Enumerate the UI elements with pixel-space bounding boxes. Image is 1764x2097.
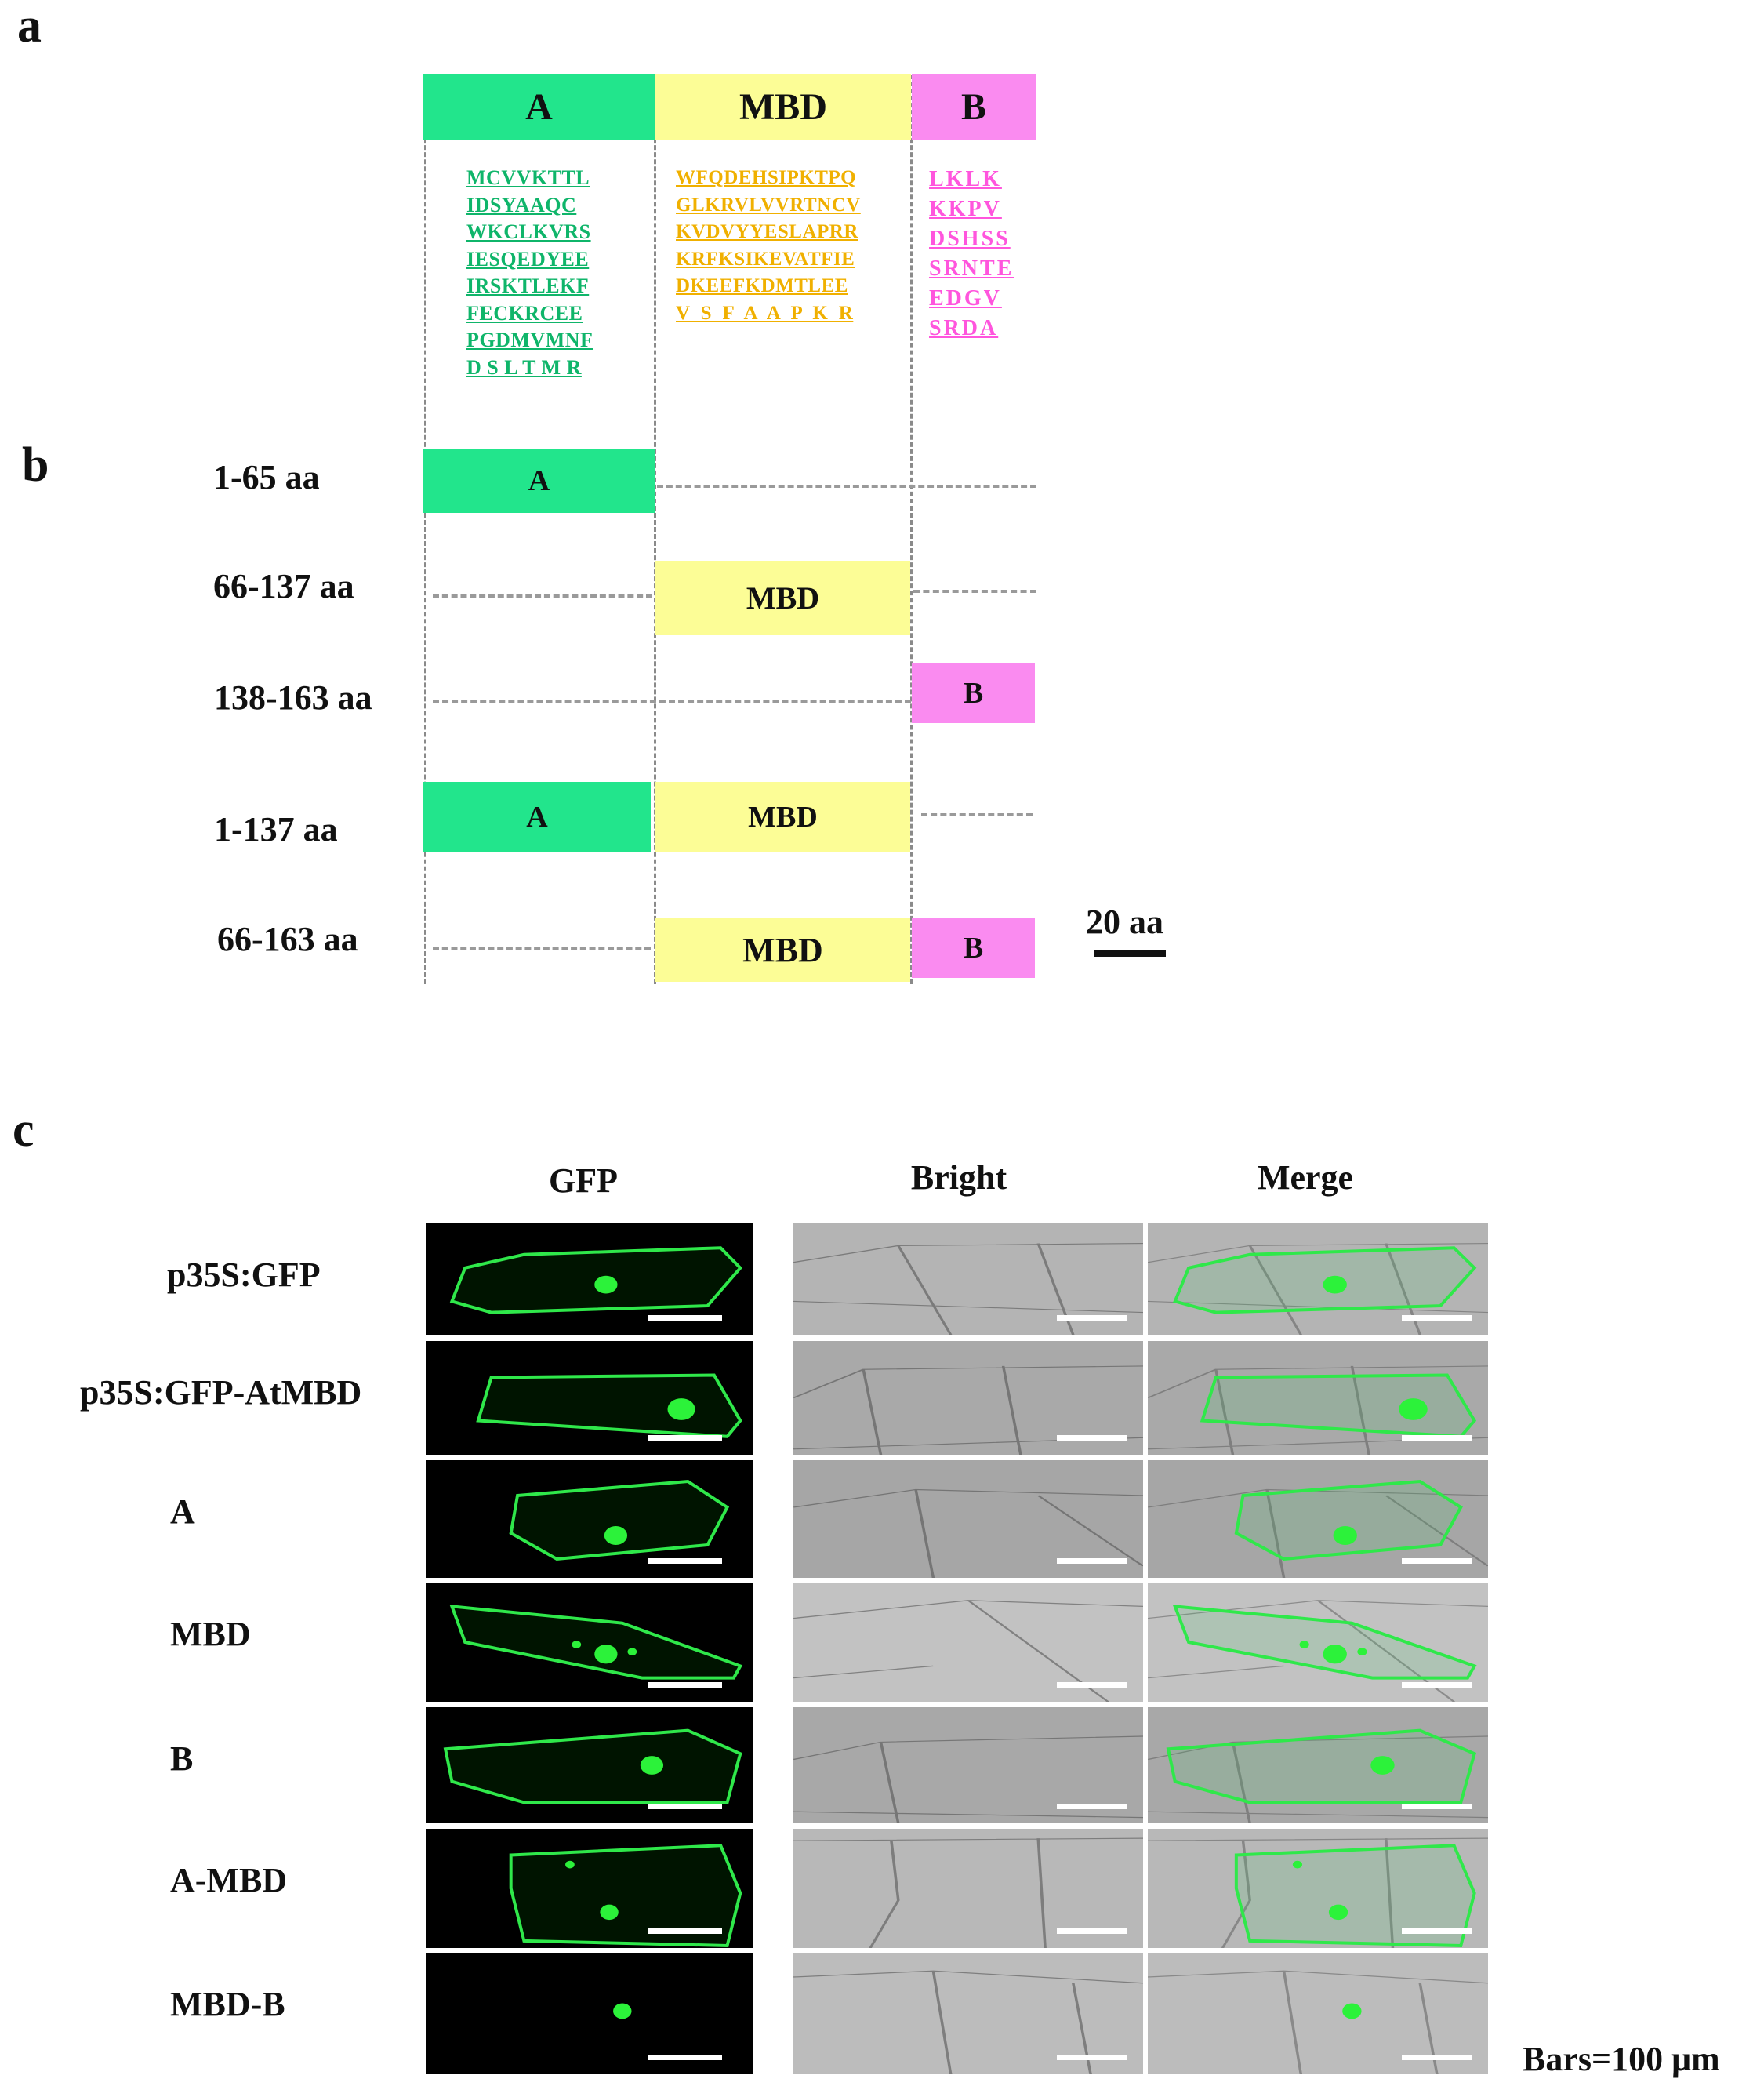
image-scale-bar <box>648 1682 722 1688</box>
column-header-bright: Bright <box>910 1158 1007 1197</box>
image-merge-row-7 <box>1148 1953 1488 2074</box>
image-scale-bar <box>1057 1315 1127 1321</box>
image-scale-bar <box>1057 1682 1127 1688</box>
image-merge-row-1 <box>1148 1223 1488 1335</box>
image-scale-bar <box>1402 1435 1472 1441</box>
image-gfp-row-5 <box>426 1707 753 1823</box>
image-bright-row-4 <box>793 1583 1143 1702</box>
image-gfp-row-3 <box>426 1460 753 1578</box>
construct-label-1: 1-65 aa <box>213 458 320 496</box>
image-merge-row-4 <box>1148 1583 1488 1702</box>
row-label-6: A-MBD <box>170 1861 288 1899</box>
image-scale-bar <box>648 1435 722 1441</box>
sequence-a: MCVVKTTL IDSYAAQC WKCLKVRS IESQEDYEE IRS… <box>466 166 593 379</box>
image-scale-bar <box>1402 1928 1472 1934</box>
image-scale-bar <box>1057 1928 1127 1934</box>
construct-label-4: 1-137 aa <box>214 810 338 849</box>
scale-bar <box>1094 950 1166 957</box>
image-gfp-row-4 <box>426 1583 753 1702</box>
construct-label-5: 66-163 aa <box>217 920 358 958</box>
construct-5-gap-line <box>433 947 651 950</box>
construct-4-segment-mbd: MBD <box>655 782 910 852</box>
image-scale-bar <box>1057 1435 1127 1441</box>
construct-3-segment-b: B <box>912 663 1035 723</box>
image-bright-row-7 <box>793 1953 1143 2074</box>
panel-letter-b: b <box>22 438 49 492</box>
image-scale-bar <box>648 1928 722 1934</box>
sequence-mbd: WFQDEHSIPKTPQ GLKRVLVVRTNCV KVDVYYESLAPR… <box>676 167 861 324</box>
row-label-2: p35S:GFP-AtMBD <box>80 1373 362 1412</box>
image-scale-bar <box>648 1558 722 1564</box>
column-header-merge: Merge <box>1257 1158 1354 1197</box>
construct-1-segment-a: A <box>423 449 655 513</box>
construct-1-gap-line <box>657 485 1036 488</box>
construct-5-segment-mbd: MBD <box>655 918 910 982</box>
image-scale-bar <box>1402 1682 1472 1688</box>
construct-5-segment-b: B <box>912 918 1035 978</box>
image-gfp-row-1 <box>426 1223 753 1335</box>
construct-3-gap-line <box>433 700 911 703</box>
construct-2-gap-line-left <box>433 594 652 598</box>
image-bright-row-1 <box>793 1223 1143 1335</box>
domain-header-mbd: MBD <box>655 74 911 140</box>
image-scale-bar <box>1057 1558 1127 1564</box>
divider-line-mbd-b <box>910 75 913 984</box>
divider-line-start <box>424 75 426 984</box>
construct-label-3: 138-163 aa <box>214 678 372 717</box>
construct-4-segment-a: A <box>423 782 651 852</box>
domain-header-a: A <box>423 74 655 140</box>
image-bright-row-6 <box>793 1829 1143 1948</box>
image-scale-bar <box>1402 1315 1472 1321</box>
row-label-1: p35S:GFP <box>167 1256 321 1294</box>
image-scale-bar <box>648 2055 722 2060</box>
image-gfp-row-6 <box>426 1829 753 1948</box>
image-scale-bar <box>1057 2055 1127 2060</box>
image-scale-bar <box>1402 1558 1472 1564</box>
image-gfp-row-7 <box>426 1953 753 2074</box>
image-scale-bar <box>1402 2055 1472 2060</box>
construct-4-gap-line <box>921 813 1033 816</box>
image-merge-row-3 <box>1148 1460 1488 1578</box>
image-merge-row-2 <box>1148 1341 1488 1455</box>
image-scale-bar <box>648 1804 722 1809</box>
construct-label-2: 66-137 aa <box>213 567 354 605</box>
scale-bars-note: Bars=100 μm <box>1523 2040 1720 2078</box>
row-label-7: MBD-B <box>170 1985 285 2023</box>
image-merge-row-5 <box>1148 1707 1488 1823</box>
sequence-b: LKLK KKPV DSHSS SRNTE EDGV SRDA <box>929 167 1014 340</box>
image-merge-row-6 <box>1148 1829 1488 1948</box>
image-bright-row-3 <box>793 1460 1143 1578</box>
row-label-4: MBD <box>170 1615 251 1653</box>
image-scale-bar <box>648 1315 722 1321</box>
scale-bar-label: 20 aa <box>1086 903 1163 941</box>
column-header-gfp: GFP <box>549 1161 618 1200</box>
domain-header-b: B <box>912 74 1036 140</box>
panel-letter-a: a <box>17 0 42 53</box>
image-scale-bar <box>1402 1804 1472 1809</box>
image-scale-bar <box>1057 1804 1127 1809</box>
image-bright-row-2 <box>793 1341 1143 1455</box>
panel-letter-c: c <box>13 1103 34 1157</box>
image-bright-row-5 <box>793 1707 1143 1823</box>
construct-2-segment-mbd: MBD <box>655 561 910 635</box>
row-label-5: B <box>170 1739 194 1778</box>
divider-line-a-mbd <box>654 75 656 984</box>
construct-2-gap-line-right <box>913 590 1036 593</box>
image-gfp-row-2 <box>426 1341 753 1455</box>
row-label-3: A <box>170 1492 195 1531</box>
